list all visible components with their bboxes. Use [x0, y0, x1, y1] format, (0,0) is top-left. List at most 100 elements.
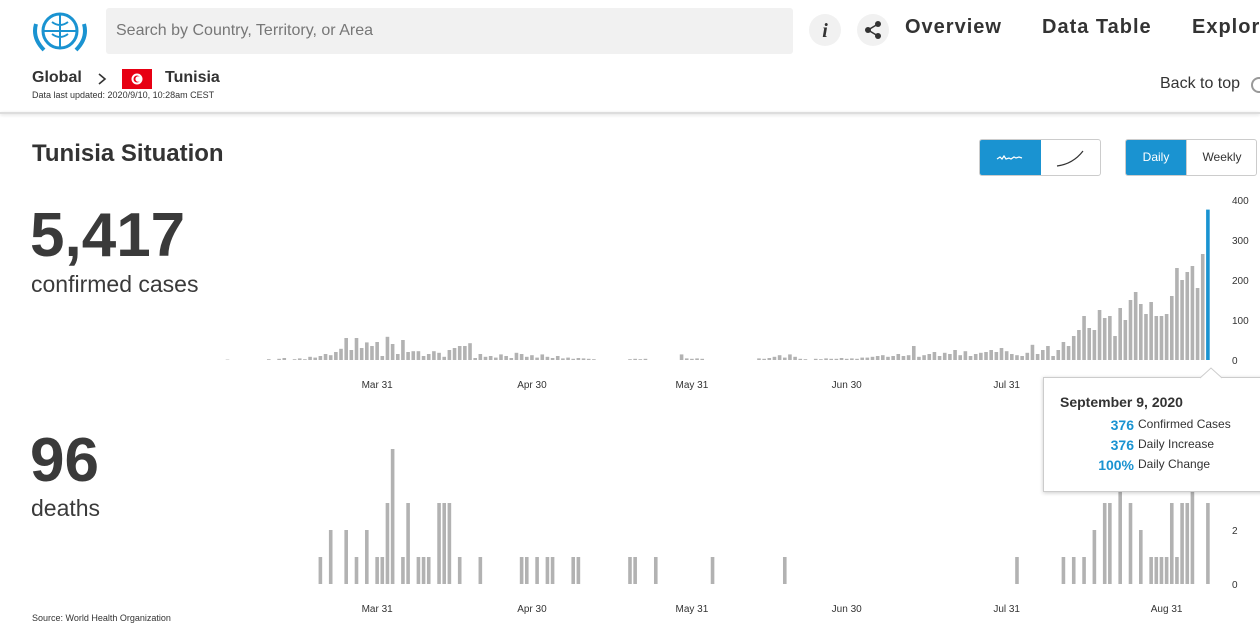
bar: [426, 557, 431, 584]
y-tick-label: 100: [1232, 316, 1249, 327]
bar: [524, 557, 529, 584]
bar: [901, 356, 906, 360]
line-style-button[interactable]: [1041, 140, 1100, 175]
bar: [700, 358, 705, 360]
bar: [524, 356, 529, 360]
bar: [813, 358, 818, 360]
bar: [1030, 344, 1035, 360]
bar: [385, 336, 390, 360]
bar: [1061, 557, 1066, 584]
y-tick-label: 0: [1232, 356, 1238, 367]
bar: [984, 352, 988, 360]
bar: [282, 358, 287, 360]
bar: [1128, 503, 1133, 584]
back-icon: [1251, 77, 1260, 93]
bar: [1051, 356, 1055, 360]
bar: [1159, 557, 1164, 584]
x-tick-label: Aug 31: [1151, 604, 1183, 615]
bar: [1169, 296, 1174, 360]
bar: [1149, 557, 1153, 584]
bar: [483, 356, 488, 360]
bar: [375, 557, 379, 584]
bar: [442, 503, 447, 584]
bar: [561, 358, 565, 360]
bar: [850, 358, 854, 360]
search-box[interactable]: Search by Country, Territory, or Area: [106, 8, 793, 54]
bar-style-button[interactable]: [980, 140, 1041, 175]
bar: [555, 356, 560, 360]
y-tick-label: 0: [1232, 580, 1238, 591]
bar: [772, 356, 777, 360]
bar: [1190, 476, 1195, 584]
bar: [829, 358, 834, 360]
bar: [917, 356, 921, 360]
last-updated: Data last updated: 2020/9/10, 10:28am CE…: [32, 90, 215, 100]
bar: [937, 356, 942, 360]
nav-overview[interactable]: Overview: [905, 16, 1002, 38]
bar: [339, 348, 343, 360]
bar: [380, 356, 385, 360]
bar: [932, 352, 937, 360]
back-to-top[interactable]: Back to top: [1160, 75, 1241, 92]
bar: [1025, 352, 1030, 360]
bar: [803, 359, 808, 360]
info-button[interactable]: i: [808, 13, 842, 47]
bar: [819, 359, 823, 360]
bar: [1102, 318, 1107, 360]
bar: [963, 351, 968, 360]
bar: [1133, 292, 1138, 360]
bar: [576, 358, 581, 360]
tooltip-label: Daily Increase: [1138, 437, 1215, 451]
bar: [550, 557, 555, 584]
bar: [860, 357, 864, 360]
tooltip-row: 100% Daily Change: [1044, 457, 1260, 477]
bar: [1200, 254, 1205, 360]
bar: [1015, 355, 1019, 360]
who-logo[interactable]: [30, 4, 90, 56]
daily-button[interactable]: Daily: [1126, 140, 1186, 175]
bar: [571, 358, 576, 360]
bar: [1040, 350, 1045, 360]
bar: [478, 557, 483, 584]
bar: [1185, 272, 1190, 360]
y-tick-label: 2: [1232, 526, 1238, 537]
bar: [499, 354, 503, 360]
bar: [1108, 503, 1112, 584]
source: Source: World Health Organization: [32, 613, 171, 623]
breadcrumb-root[interactable]: Global: [32, 69, 82, 86]
nav-data-table[interactable]: Data Table: [1042, 16, 1152, 38]
bar: [297, 358, 302, 360]
bar: [1102, 503, 1107, 584]
bar: [437, 503, 441, 584]
bar: [318, 356, 323, 360]
bar: [855, 358, 859, 360]
breadcrumb-country: Tunisia: [165, 69, 220, 86]
x-tick-label: Jun 30: [832, 604, 862, 615]
bar: [447, 503, 452, 584]
bar: [401, 340, 405, 360]
bar: [953, 350, 957, 360]
tooltip-row: 376 Daily Increase: [1044, 437, 1260, 457]
share-button[interactable]: [856, 13, 890, 47]
bar: [973, 354, 978, 360]
bar: [968, 356, 973, 360]
x-tick-label: Apr 30: [517, 380, 547, 391]
bar: [906, 355, 911, 360]
bar: [370, 346, 374, 360]
bar: [690, 358, 694, 360]
tooltip-label: Daily Change: [1138, 457, 1211, 471]
bar: [710, 557, 715, 584]
cases-number: 5,417: [30, 201, 186, 270]
bar: [1206, 503, 1210, 584]
weekly-button[interactable]: Weekly: [1186, 140, 1256, 175]
bar: [473, 358, 477, 360]
bar: [592, 359, 596, 360]
bar: [1108, 316, 1112, 360]
bar: [385, 503, 390, 584]
bar: [266, 359, 271, 360]
bar: [989, 350, 993, 360]
bar: [633, 557, 637, 584]
bar: [452, 348, 457, 360]
nav-explore[interactable]: Explore: [1192, 16, 1260, 38]
bar: [390, 344, 395, 360]
